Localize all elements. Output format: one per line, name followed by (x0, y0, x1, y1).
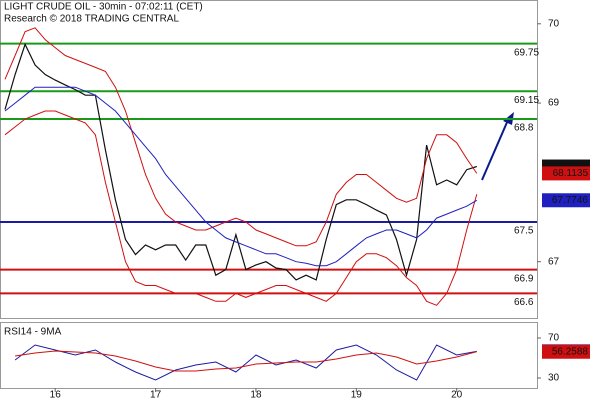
level-label: 67.5 (514, 226, 534, 237)
value-tag: 67.7746 (552, 195, 589, 206)
x-tick-label: 19 (351, 390, 363, 400)
level-label: 68.8 (514, 123, 534, 134)
y-tick-label: 30 (548, 373, 560, 384)
forecast-arrow (481, 119, 509, 181)
level-label: 66.9 (514, 273, 534, 284)
chart-subtitle: Research © 2018 TRADING CENTRAL (4, 14, 179, 25)
chart-title: LIGHT CRUDE OIL - 30min - 07:02:11 (CET) (4, 2, 203, 13)
value-tag: 56.2588 (552, 346, 589, 357)
value-tag-box (542, 193, 590, 208)
value-tag-box (542, 344, 590, 359)
level-label: 66.6 (514, 297, 534, 308)
x-tick-label: 16 (50, 390, 62, 400)
series-line (4, 27, 478, 247)
y-tick-label: 70 (548, 333, 560, 344)
value-tag-box (542, 166, 590, 181)
x-tick-label: 17 (150, 390, 162, 400)
rsi-panel (0, 322, 538, 389)
series-line (14, 344, 477, 381)
y-tick-label: 67 (548, 256, 560, 267)
x-tick-label: 20 (451, 390, 463, 400)
series-line (4, 110, 478, 306)
value-tag: 68.1135 (553, 168, 589, 179)
series-line (4, 42, 477, 281)
series-line (4, 86, 478, 267)
series-line (15, 350, 477, 372)
rsi-title: RSI14 - 9MA (4, 327, 62, 338)
y-tick-label: 69 (548, 98, 560, 109)
x-tick-label: 18 (250, 390, 262, 400)
level-label: 69.75 (514, 47, 539, 58)
level-label: 69.15 (514, 95, 539, 106)
y-tick-label: 70 (548, 18, 560, 29)
price-panel (0, 0, 538, 319)
